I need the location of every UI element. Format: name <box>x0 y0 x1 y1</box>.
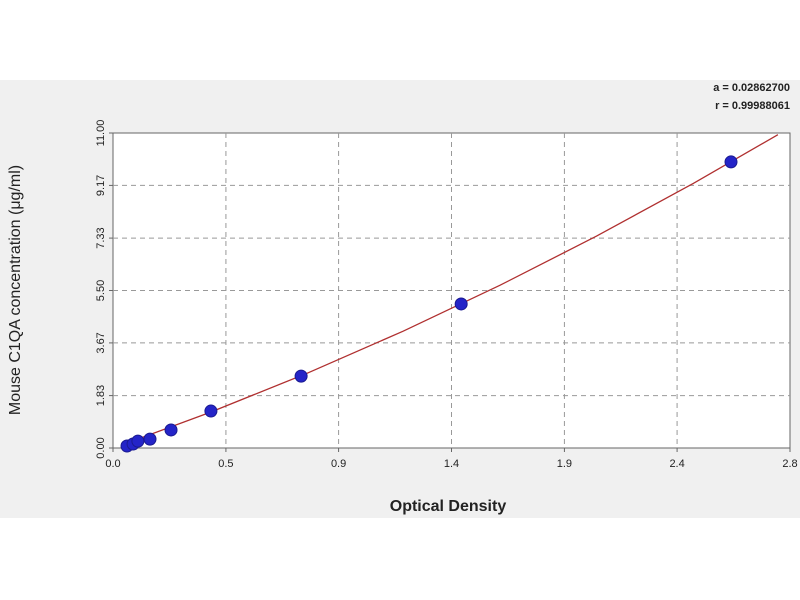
y-tick-label: 3.67 <box>95 332 107 353</box>
annotation: r = 0.99988061 <box>715 100 790 112</box>
y-tick-label: 7.33 <box>95 227 107 248</box>
data-point <box>164 423 178 437</box>
x-tick-label: 0.9 <box>331 458 346 470</box>
x-axis-label: Optical Density <box>390 498 507 515</box>
x-tick-label: 1.4 <box>444 458 459 470</box>
fit-curve <box>124 134 779 445</box>
y-tick-label: 1.83 <box>95 385 107 406</box>
data-point <box>143 432 157 446</box>
annotation: a = 0.02862700 <box>713 82 790 94</box>
x-tick-label: 2.4 <box>669 458 684 470</box>
data-point <box>294 369 308 383</box>
data-point <box>131 434 145 448</box>
x-tick-label: 1.9 <box>557 458 572 470</box>
data-point <box>724 155 738 169</box>
x-tick-label: 0.0 <box>105 458 120 470</box>
y-axis-label: Mouse C1QA concentration (μg/ml) <box>7 165 24 415</box>
y-tick-label: 0.00 <box>95 437 107 458</box>
data-point <box>454 297 468 311</box>
y-tick-label: 9.17 <box>95 175 107 196</box>
x-tick-label: 0.5 <box>218 458 233 470</box>
y-tick-label: 5.50 <box>95 280 107 301</box>
y-tick-label: 11.00 <box>95 120 107 147</box>
data-point <box>204 404 218 418</box>
x-tick-label: 2.8 <box>782 458 797 470</box>
